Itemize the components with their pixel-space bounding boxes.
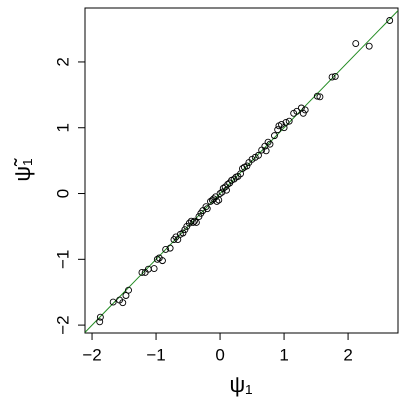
x-tick-label: −2 (82, 345, 101, 364)
x-tick-label: 2 (343, 345, 352, 364)
point (181, 226, 189, 234)
point (328, 73, 336, 81)
point (255, 151, 262, 159)
x-tick-label: 0 (215, 345, 224, 364)
point (271, 132, 278, 140)
point (282, 119, 290, 126)
point (316, 93, 324, 101)
y-tick-label: 0 (53, 189, 72, 198)
point (285, 117, 293, 125)
x-tick-label: −1 (146, 345, 165, 364)
point (162, 245, 170, 253)
point (293, 107, 301, 115)
point (166, 244, 174, 252)
point (386, 17, 394, 24)
point (109, 298, 117, 306)
plot-frame (84, 7, 399, 334)
point (191, 217, 198, 225)
point (150, 265, 158, 272)
point (203, 205, 211, 213)
point (215, 196, 223, 204)
y-axis-label: ψ̃₁ (10, 158, 35, 182)
x-tick-label: 1 (279, 345, 288, 364)
point (266, 140, 274, 148)
point (274, 126, 282, 134)
point (158, 257, 166, 265)
point (352, 40, 360, 47)
point (264, 138, 272, 146)
point (192, 219, 200, 226)
point (299, 109, 307, 117)
point (224, 180, 232, 188)
point (365, 42, 373, 50)
point (301, 106, 309, 114)
y-tick-label: −1 (53, 250, 72, 269)
point (96, 313, 104, 321)
point (313, 92, 321, 100)
point (216, 190, 224, 197)
point (218, 188, 226, 196)
point (138, 269, 146, 276)
x-axis-label: ψ₁ (229, 372, 252, 397)
point (189, 219, 197, 226)
point (96, 318, 104, 326)
point (153, 255, 161, 263)
point (262, 147, 270, 155)
y-tick-label: 2 (53, 57, 72, 66)
point (213, 197, 221, 205)
y-tick-label: −2 (53, 315, 72, 334)
point (119, 299, 127, 307)
point (179, 229, 187, 237)
point (202, 203, 210, 211)
point (331, 72, 339, 80)
point (195, 213, 203, 221)
point (125, 286, 132, 294)
point (243, 162, 251, 170)
point (187, 217, 195, 225)
y-tick-label: 1 (53, 123, 72, 132)
